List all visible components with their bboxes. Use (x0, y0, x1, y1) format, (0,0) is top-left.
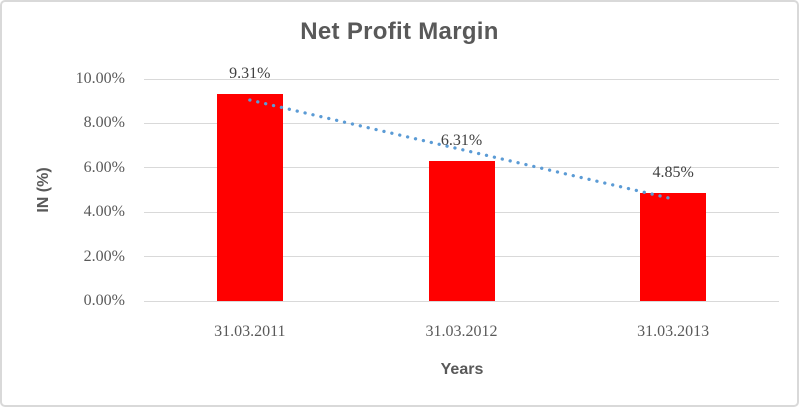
x-tick-label: 31.03.2011 (214, 323, 286, 340)
bar-data-label: 6.31% (440, 131, 483, 149)
bar (428, 160, 495, 301)
x-tick-label: 31.03.2012 (425, 323, 498, 340)
gridline (144, 78, 779, 80)
y-tick-label: 6.00% (83, 158, 125, 176)
y-tick-label: 10.00% (75, 70, 125, 87)
x-tick-label: 31.03.2013 (637, 323, 710, 340)
bar (216, 94, 283, 301)
chart-title: Net Profit Margin (300, 18, 499, 45)
y-tick-label: 2.00% (83, 247, 125, 265)
y-tick-label: 8.00% (83, 114, 125, 132)
y-tick-label: 0.00% (83, 292, 125, 309)
x-axis-title: Years (440, 361, 484, 378)
bar (640, 193, 707, 301)
y-tick-label: 4.00% (83, 203, 125, 221)
bar-data-label: 9.31% (229, 65, 271, 83)
gridline (144, 300, 779, 302)
bar-data-label: 4.85% (652, 164, 694, 182)
